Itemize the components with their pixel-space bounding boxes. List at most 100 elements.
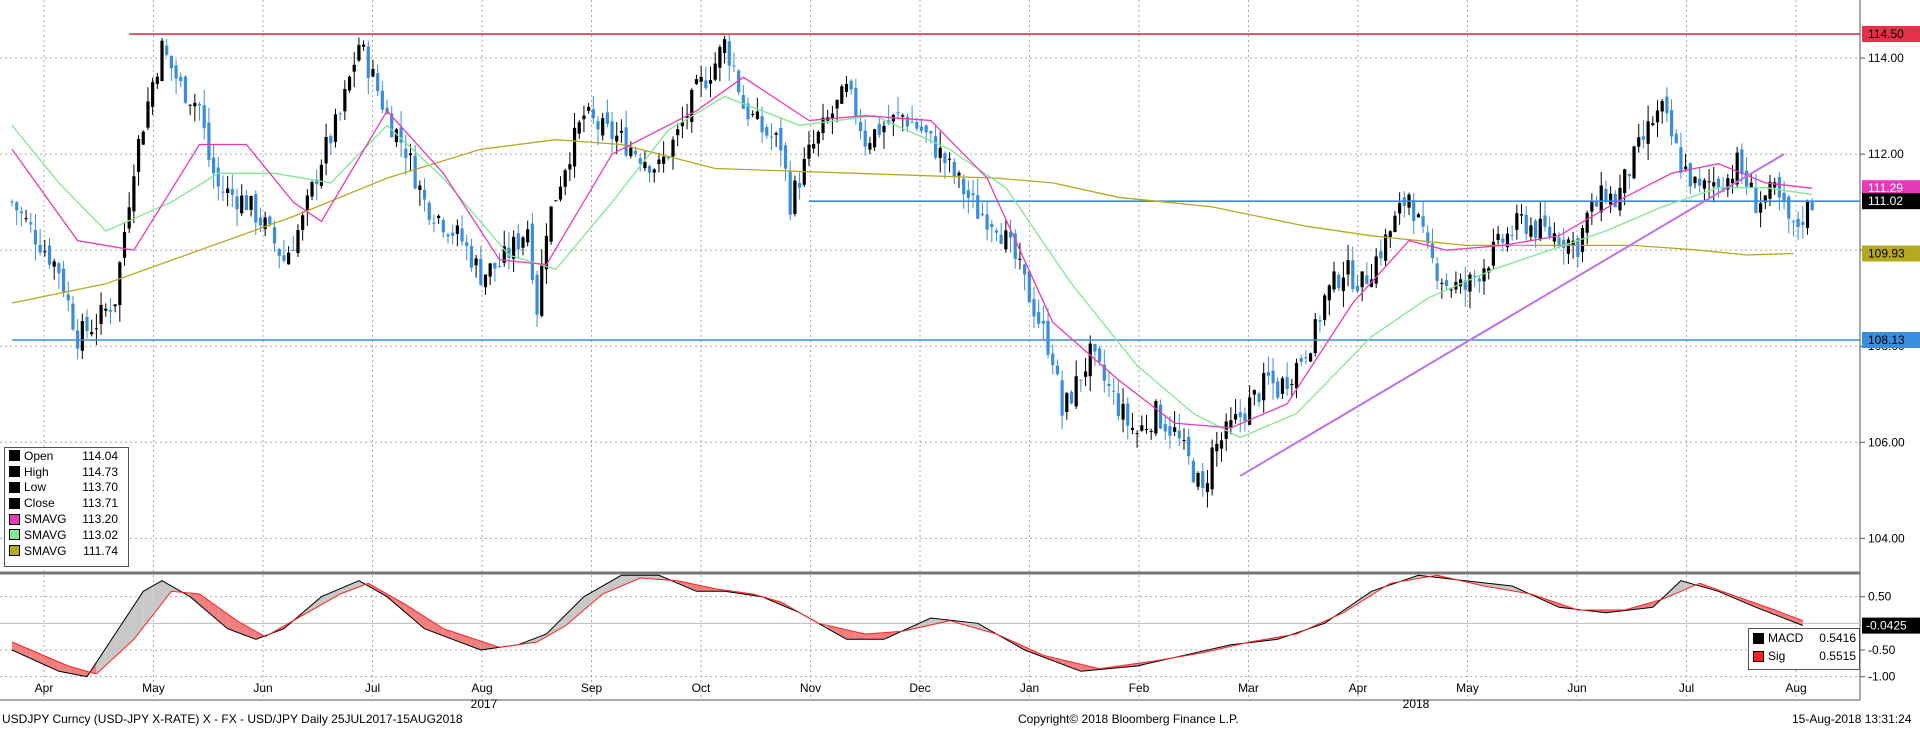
candle-body [1393, 215, 1397, 233]
legend-swatch [9, 513, 20, 525]
candle-body [957, 172, 961, 176]
candle-body [52, 261, 56, 267]
candle-body [601, 118, 605, 136]
candle-body [685, 116, 689, 118]
price-tag-label: 109.93 [1868, 247, 1905, 261]
candle-body [1266, 372, 1270, 376]
legend-value: 0.5515 [1819, 649, 1856, 663]
candle-body [1688, 163, 1692, 187]
candle-body [1805, 201, 1810, 228]
candle-body [43, 251, 47, 253]
candle-body [1229, 420, 1233, 428]
month-label: Aug [471, 681, 492, 695]
candle-body [422, 189, 427, 200]
candle-body [1604, 188, 1608, 202]
macd-histogram-band [537, 634, 547, 642]
candle-body [57, 263, 61, 274]
candle-body [544, 235, 549, 270]
candle-body [713, 63, 717, 80]
macd-histogram-band [865, 633, 875, 640]
price-tick-label: 104.00 [1868, 531, 1905, 545]
candle-body [483, 274, 488, 288]
candle-body [1768, 181, 1772, 199]
year-label: 2018 [1403, 697, 1430, 711]
candle-body [277, 249, 281, 256]
legend-value: 114.04 [82, 448, 118, 463]
candle-body [226, 188, 230, 194]
candle-body [872, 129, 877, 148]
candle-body [15, 202, 19, 211]
macd-histogram-band [649, 575, 659, 580]
candle-body [558, 186, 563, 200]
candle-body [263, 217, 267, 230]
candle-body [207, 122, 211, 161]
candle-body [1669, 110, 1674, 137]
sma-green-line [11, 95, 1813, 439]
macd-histogram-band [199, 594, 209, 613]
candle-body [301, 215, 305, 231]
candle-body [980, 213, 985, 216]
candle-body [638, 158, 642, 164]
candle-body [324, 136, 328, 164]
macd-histogram-band [424, 616, 434, 633]
candle-body [319, 164, 324, 186]
candle-body [1398, 202, 1402, 214]
year-label: 2017 [471, 697, 498, 711]
macd-histogram-band [1352, 597, 1363, 607]
candle-body [1524, 214, 1528, 234]
candle-body [432, 222, 436, 224]
price-tag-bg [1862, 245, 1920, 262]
candle-body [1083, 371, 1088, 377]
legend-row: Low 113.70 [5, 480, 128, 496]
macd-histogram-band [190, 593, 200, 605]
candle-body [1684, 166, 1688, 170]
candle-body [821, 117, 825, 134]
candle-body [1552, 233, 1556, 242]
macd-tick-label: -0.50 [1868, 643, 1896, 657]
legend-row: SMAVG 113.02 [5, 527, 128, 543]
candle-body [1355, 285, 1360, 292]
month-label: Jun [253, 681, 272, 695]
candle-body [1060, 380, 1064, 416]
candle-body [230, 189, 234, 195]
candle-body [1534, 220, 1538, 238]
candle-body [1135, 433, 1139, 435]
candle-body [793, 180, 797, 214]
candle-body [774, 133, 778, 135]
candle-body [633, 150, 638, 155]
macd-histogram-band [1793, 617, 1803, 626]
candle-body [146, 101, 150, 128]
candle-body [174, 65, 178, 79]
candle-body [132, 176, 136, 212]
candle-body [657, 159, 661, 165]
candle-body [80, 321, 84, 351]
candle-body [797, 182, 802, 188]
candle-body [1707, 181, 1711, 183]
candle-body [1585, 212, 1589, 233]
candle-body [788, 170, 792, 215]
macd-histogram-band [874, 632, 884, 640]
candle-body [1219, 440, 1224, 449]
candle-body [783, 145, 788, 169]
candle-body [605, 112, 609, 124]
macd-histogram-band [330, 588, 341, 600]
candle-body [329, 135, 333, 144]
candle-body [141, 131, 145, 145]
candle-body [24, 218, 28, 220]
macd-histogram-band [1755, 603, 1766, 611]
macd-histogram-band [1643, 602, 1653, 609]
candle-body [1276, 381, 1280, 398]
candle-body [666, 156, 670, 159]
macd-histogram-band [1362, 591, 1372, 601]
candle-body [760, 116, 764, 133]
candle-body [1210, 447, 1214, 490]
candle-body [1332, 271, 1336, 290]
legend-row: High 114.73 [5, 464, 128, 480]
candle-body [90, 332, 94, 335]
candle-body [315, 179, 319, 185]
candle-body [1299, 357, 1303, 362]
candle-body [188, 104, 192, 106]
macd-histogram-band [340, 584, 350, 594]
candle-body [1065, 393, 1069, 413]
macd-histogram-band [565, 606, 575, 626]
